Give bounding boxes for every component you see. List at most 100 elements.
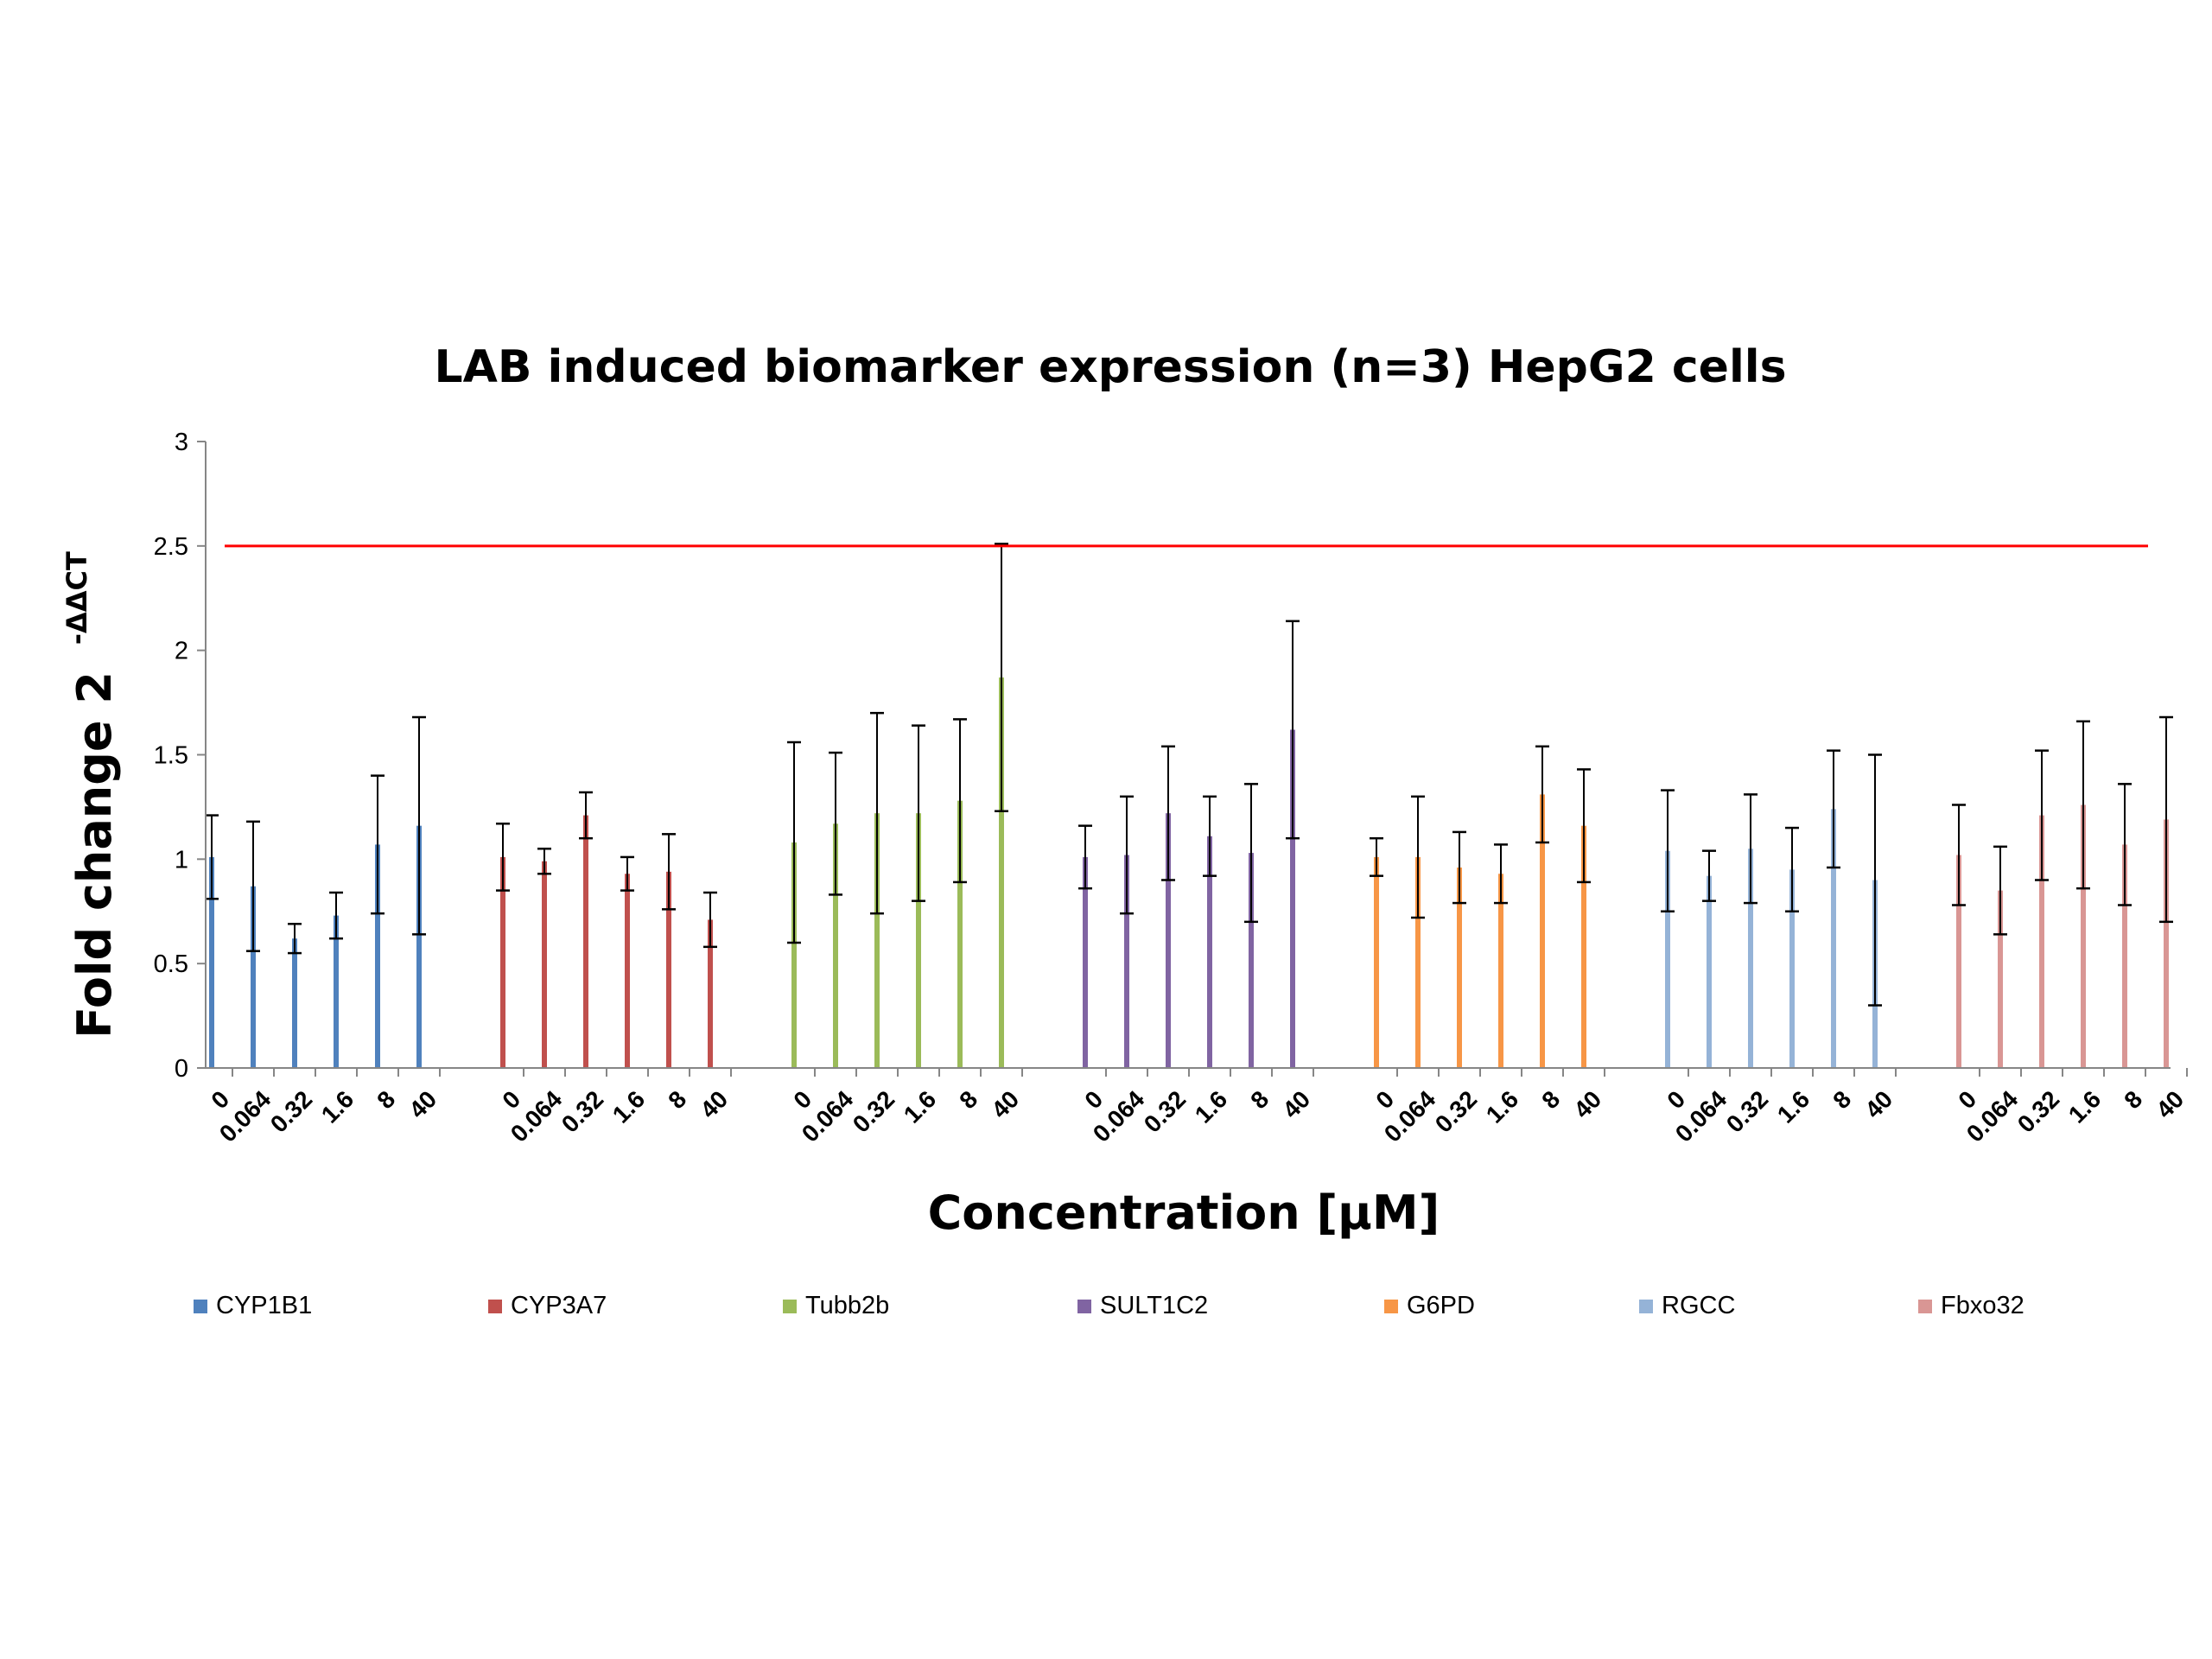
x-tick-label: 1.6	[316, 1085, 359, 1128]
bar	[1290, 729, 1295, 1068]
x-tick-label: 0.32	[556, 1085, 608, 1137]
legend: CYP1B1 CYP3A7 Tubb2b SULT1C2 G6PD RGCC Fbxo32	[194, 1292, 2024, 1319]
bar	[1083, 856, 1088, 1068]
bar	[1998, 890, 2003, 1068]
x-tick-label: 0	[497, 1085, 525, 1114]
legend-item: SULT1C2	[1077, 1292, 1208, 1319]
x-tick-label: 1.6	[2063, 1085, 2106, 1128]
bar	[833, 823, 838, 1068]
bar	[2039, 815, 2044, 1068]
y-tick-label: 0.5	[154, 950, 188, 978]
x-tick-label: 1.6	[899, 1085, 941, 1128]
x-tick-label: 0.32	[848, 1085, 899, 1137]
legend-label: CYP3A7	[511, 1292, 607, 1319]
x-tick-label: 40	[695, 1085, 733, 1123]
bar	[1665, 850, 1670, 1068]
bar	[1748, 849, 1753, 1068]
x-tick-label: 1.6	[1481, 1085, 1523, 1128]
bar	[416, 825, 422, 1068]
x-tick-label: 8	[1536, 1085, 1565, 1114]
x-tick-label: 1.6	[1190, 1085, 1232, 1128]
bar	[251, 886, 256, 1068]
x-tick-label: 1.6	[1772, 1085, 1815, 1128]
bar	[583, 815, 588, 1068]
legend-swatch	[1384, 1300, 1398, 1313]
chart-title: LAB induced biomarker expression (n=3) H…	[434, 341, 1786, 393]
legend-label: Tubb2b	[805, 1292, 889, 1319]
x-tick-label: 40	[986, 1085, 1024, 1123]
bar	[292, 938, 297, 1068]
bar	[1207, 836, 1212, 1068]
x-tick-label: 0.32	[2012, 1085, 2064, 1137]
legend-item: CYP3A7	[488, 1292, 607, 1319]
x-tick-label: 40	[1277, 1085, 1315, 1123]
bar	[1415, 856, 1421, 1068]
bar	[2164, 819, 2169, 1068]
bar	[1707, 875, 1712, 1068]
axes: 0 0.5 1 1.5 2 2.5 3	[154, 429, 2188, 1083]
bar	[1831, 809, 1836, 1068]
x-tick-label: 8	[1245, 1085, 1274, 1114]
x-tick-label: 0	[1953, 1085, 1981, 1114]
legend-label: CYP1B1	[216, 1292, 312, 1319]
x-tick-label: 0	[1079, 1085, 1108, 1114]
bar	[1956, 855, 1961, 1068]
x-tick-label: 0.32	[1721, 1085, 1773, 1137]
legend-item: Fbxo32	[1918, 1292, 2024, 1319]
legend-swatch	[488, 1300, 502, 1313]
x-tick-label: 8	[663, 1085, 691, 1114]
bar	[1166, 813, 1171, 1068]
bar	[1540, 794, 1545, 1068]
legend-item: RGCC	[1639, 1292, 1735, 1319]
x-tick-label: 8	[954, 1085, 982, 1114]
x-tick-label: 40	[404, 1085, 442, 1123]
bar	[209, 856, 214, 1068]
bar	[1581, 825, 1586, 1068]
bar	[334, 915, 339, 1068]
bar	[375, 844, 380, 1068]
bar	[999, 677, 1004, 1068]
legend-label: SULT1C2	[1100, 1292, 1208, 1319]
x-tick-label: 40	[1568, 1085, 1606, 1123]
y-axis-title: Fold change 2 -ΔΔCT	[60, 551, 122, 1039]
bars	[209, 677, 2169, 1068]
x-tick-label: 0	[1370, 1085, 1399, 1114]
legend-item: Tubb2b	[783, 1292, 889, 1319]
x-axis-title: Concentration [µM]	[928, 1185, 1440, 1240]
bar	[1374, 856, 1379, 1068]
bar	[1249, 853, 1254, 1068]
legend-swatch	[1077, 1300, 1091, 1313]
error-bars	[205, 543, 2173, 1007]
bar	[2081, 804, 2086, 1068]
bar	[542, 861, 547, 1068]
legend-label: Fbxo32	[1941, 1292, 2024, 1319]
y-tick-label: 2.5	[154, 533, 188, 561]
bar	[791, 842, 797, 1068]
bar	[1457, 868, 1462, 1068]
y-tick-label: 0	[175, 1055, 188, 1083]
bar	[916, 813, 921, 1068]
bar	[874, 813, 880, 1068]
bar	[500, 856, 505, 1068]
legend-swatch	[1639, 1300, 1653, 1313]
x-tick-label: 40	[1859, 1085, 1897, 1123]
y-tick-label: 2	[175, 638, 188, 665]
bar	[1789, 869, 1795, 1068]
x-tick-label: 0	[1662, 1085, 1690, 1114]
x-tick-label: 0.32	[1139, 1085, 1191, 1137]
legend-swatch	[194, 1300, 207, 1313]
y-axis-title-superscript: -ΔΔCT	[60, 551, 93, 645]
x-tick-label: 8	[1827, 1085, 1856, 1114]
x-tick-label: 1.6	[607, 1085, 650, 1128]
legend-item: CYP1B1	[194, 1292, 312, 1319]
y-tick-label: 1.5	[154, 742, 188, 770]
bar	[2122, 844, 2127, 1068]
bar	[1498, 874, 1503, 1068]
y-axis-title-main: Fold change 2	[67, 671, 122, 1039]
x-tick-label: 0.32	[1430, 1085, 1482, 1137]
legend-label: G6PD	[1407, 1292, 1475, 1319]
legend-swatch	[783, 1300, 797, 1313]
x-tick-label: 8	[372, 1085, 400, 1114]
